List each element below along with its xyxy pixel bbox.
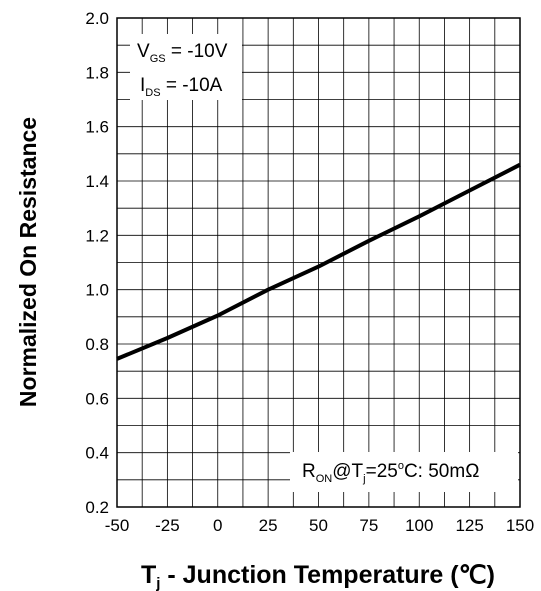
y-tick-label: 1.4 — [85, 172, 109, 191]
y-tick-label: 1.6 — [85, 118, 109, 137]
x-axis-label: Tj - Junction Temperature (℃) — [141, 561, 495, 591]
y-tick-label: 1.0 — [85, 281, 109, 300]
x-tick-label: 150 — [506, 516, 534, 535]
ron-box — [290, 452, 518, 492]
ids-annotation: IDS = -10A — [140, 75, 223, 99]
y-tick-label: 0.8 — [85, 335, 109, 354]
y-axis-label: Normalized On Resistance — [15, 117, 41, 407]
conditions-box — [130, 34, 242, 100]
y-tick-label: 0.4 — [85, 444, 109, 463]
x-tick-label: 100 — [405, 516, 433, 535]
x-tick-label: 75 — [359, 516, 378, 535]
x-tick-label: 0 — [213, 516, 222, 535]
grid — [117, 18, 520, 507]
y-tick-label: 2.0 — [85, 9, 109, 28]
series-line — [116, 162, 521, 361]
ron-annotation: RON@Tj=25oC: 50mΩ — [302, 460, 479, 485]
x-tick-label: -25 — [155, 516, 180, 535]
vgs-annotation: VGS = -10V — [137, 41, 228, 65]
x-tick-label: 125 — [455, 516, 483, 535]
y-tick-label: 0.2 — [85, 498, 109, 517]
y-tick-label: 1.2 — [85, 226, 109, 245]
y-tick-label: 1.8 — [85, 63, 109, 82]
x-tick-label: 25 — [259, 516, 278, 535]
series — [116, 162, 521, 361]
y-tick-label: 0.6 — [85, 389, 109, 408]
x-tick-label: 50 — [309, 516, 328, 535]
plot-frame — [116, 17, 521, 508]
x-tick-label: -50 — [105, 516, 130, 535]
tick-labels: -50 -25 0 25 50 75 100 125 150 0.2 0.4 0.6 0.8 1.0 1.2… — [85, 9, 534, 535]
